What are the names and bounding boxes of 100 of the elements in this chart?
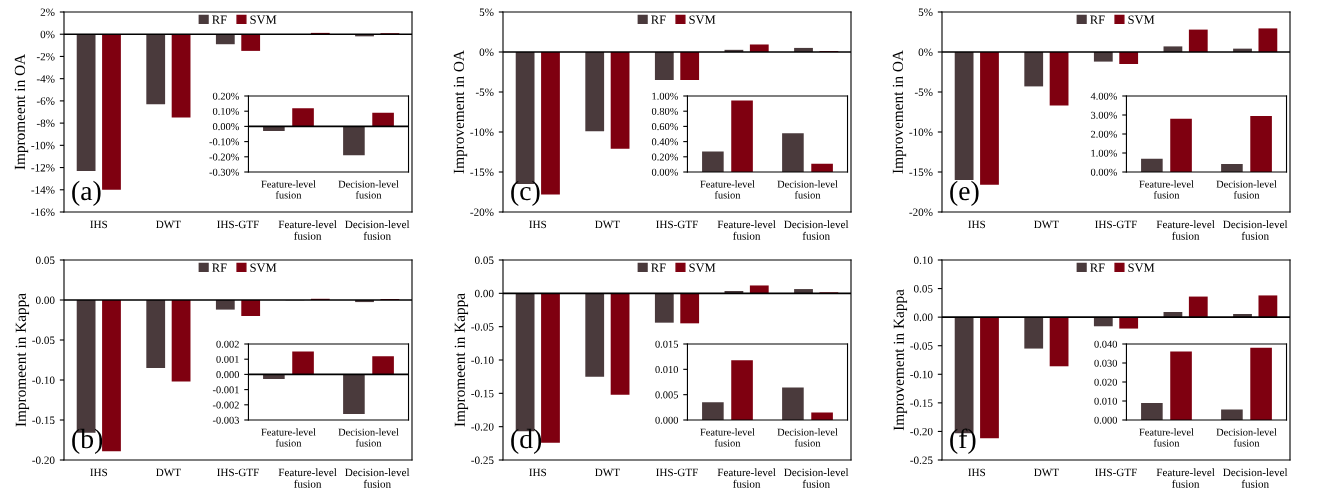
y-axis-title: Improvement in OA [892, 50, 907, 174]
y-tick-label: -8% [36, 119, 55, 128]
x-tick-label: DWT [156, 468, 181, 477]
y-tick-label: -0.20 [32, 456, 55, 465]
x-tick-label: Decision-level fusion [1223, 468, 1288, 488]
y-tick-label: 0.000 [216, 371, 240, 379]
y-tick-label: -20% [470, 208, 494, 216]
y-tick-label: -0.25 [910, 456, 933, 465]
x-tick-label: Decision-level fusion [345, 468, 410, 488]
x-tick-label: Decision-level fusion [1223, 220, 1288, 240]
x-tick-label: IHS-GTF [1095, 220, 1137, 229]
x-tick-label: IHS-GTF [1095, 468, 1137, 477]
x-tick-label: DWT [156, 220, 181, 229]
legend-label: SVM [689, 263, 716, 272]
y-tick-label: -2% [36, 52, 55, 61]
y-tick-label: -0.15 [32, 416, 55, 425]
y-tick-label: 0.020 [1094, 378, 1118, 386]
legend-label: SVM [689, 15, 716, 24]
y-tick-label: 1.00% [1091, 149, 1118, 157]
legend-label: RF [212, 263, 227, 272]
y-tick-label: -4% [36, 75, 55, 83]
x-tick-label: Decision-level fusion [338, 180, 399, 199]
x-tick-label: Feature-level fusion [1139, 428, 1194, 447]
y-tick-label: 0.10 [913, 256, 933, 265]
y-tick-label: 0% [40, 30, 55, 39]
legend-label: RF [651, 15, 666, 24]
y-tick-label: -15% [470, 168, 494, 176]
x-tick-label: Feature-level fusion [261, 180, 316, 199]
x-tick-label: IHS [968, 468, 986, 477]
y-tick-label: -15% [909, 168, 933, 176]
y-tick-label: -5% [914, 88, 933, 96]
x-tick-label: Feature-level fusion [278, 220, 337, 240]
legend-label: RF [212, 15, 227, 24]
legend-label: SVM [1128, 15, 1155, 24]
y-tick-label: -0.20% [209, 153, 240, 161]
y-tick-label: 5% [918, 8, 933, 16]
y-tick-label: 0.00% [651, 168, 679, 176]
y-tick-label: -0.05 [910, 342, 933, 350]
annotation: (b) [72, 428, 103, 454]
y-axis-title: Impromeent in OA [14, 53, 29, 170]
y-tick-label: -12% [31, 164, 55, 172]
y-tick-label: -10% [470, 128, 494, 136]
y-tick-label: 0.00 [474, 289, 494, 298]
x-tick-label: Decision-level fusion [784, 220, 849, 240]
y-tick-label: 0.05 [35, 256, 55, 265]
x-tick-label: IHS [90, 220, 108, 229]
x-tick-label: Decision-level fusion [784, 468, 849, 488]
legend-label: SVM [250, 263, 277, 272]
y-tick-label: 0.05 [474, 256, 494, 265]
legend-label: RF [1090, 263, 1105, 272]
y-axis-title: Improvement in OA [453, 50, 468, 174]
y-tick-label: -10% [31, 141, 55, 150]
x-tick-label: Feature-level fusion [1156, 468, 1215, 488]
annotation: (c) [511, 180, 540, 206]
y-tick-label: -0.25 [471, 456, 494, 465]
y-tick-label: 0.010 [655, 366, 679, 374]
y-tick-label: 4.00% [1090, 92, 1118, 100]
y-tick-label: -0.15 [471, 389, 494, 398]
y-tick-label: -0.05 [471, 323, 494, 331]
y-tick-label: 0.00 [913, 313, 933, 322]
x-tick-label: Feature-level fusion [278, 468, 337, 488]
annotation: (f) [950, 428, 976, 454]
x-tick-label: Feature-level fusion [700, 180, 755, 199]
y-tick-label: 0.10% [212, 107, 240, 115]
legend-label: SVM [1128, 263, 1155, 272]
x-tick-label: Decision-level fusion [777, 180, 838, 199]
y-tick-label: 0.000 [1094, 416, 1118, 424]
x-tick-label: IHS [90, 468, 108, 477]
y-tick-label: 0.00 [35, 296, 55, 305]
x-tick-label: Decision-level fusion [1216, 428, 1277, 447]
y-tick-label: 0.20% [212, 92, 240, 100]
y-tick-label: -0.10% [209, 138, 240, 146]
y-tick-label: 0.001 [216, 355, 239, 363]
x-tick-label: Feature-level fusion [1156, 220, 1215, 240]
x-tick-label: IHS [968, 220, 986, 229]
y-tick-label: 0.20% [651, 153, 679, 161]
y-tick-label: 2.00% [1090, 130, 1118, 138]
y-tick-label: 0.005 [655, 391, 679, 399]
y-tick-label: 0.60% [651, 123, 679, 131]
x-tick-label: Feature-level fusion [717, 220, 776, 240]
x-tick-label: Feature-level fusion [261, 428, 316, 447]
y-tick-label: -0.10 [910, 370, 933, 379]
y-axis-title: Impromeent in Kappa [454, 293, 469, 427]
y-tick-label: 2% [40, 8, 55, 16]
y-tick-label: 1.00% [652, 92, 679, 100]
y-tick-label: -0.05 [32, 336, 55, 345]
y-tick-label: -0.20 [910, 427, 933, 436]
y-tick-label: -0.003 [212, 416, 240, 424]
y-tick-label: 3.00% [1091, 111, 1118, 119]
y-axis-title: Improvement in Kappa [893, 289, 908, 431]
y-tick-label: 0.00% [1090, 168, 1118, 176]
legend-label: RF [1090, 15, 1105, 24]
x-tick-label: DWT [595, 468, 620, 477]
y-tick-label: 0% [479, 48, 494, 56]
x-tick-label: Decision-level fusion [338, 428, 399, 447]
y-tick-label: 5% [479, 8, 494, 16]
y-tick-label: -0.15 [910, 399, 933, 407]
x-tick-label: DWT [595, 220, 620, 229]
y-tick-label: 0.000 [655, 416, 679, 424]
x-tick-label: DWT [1034, 220, 1059, 229]
